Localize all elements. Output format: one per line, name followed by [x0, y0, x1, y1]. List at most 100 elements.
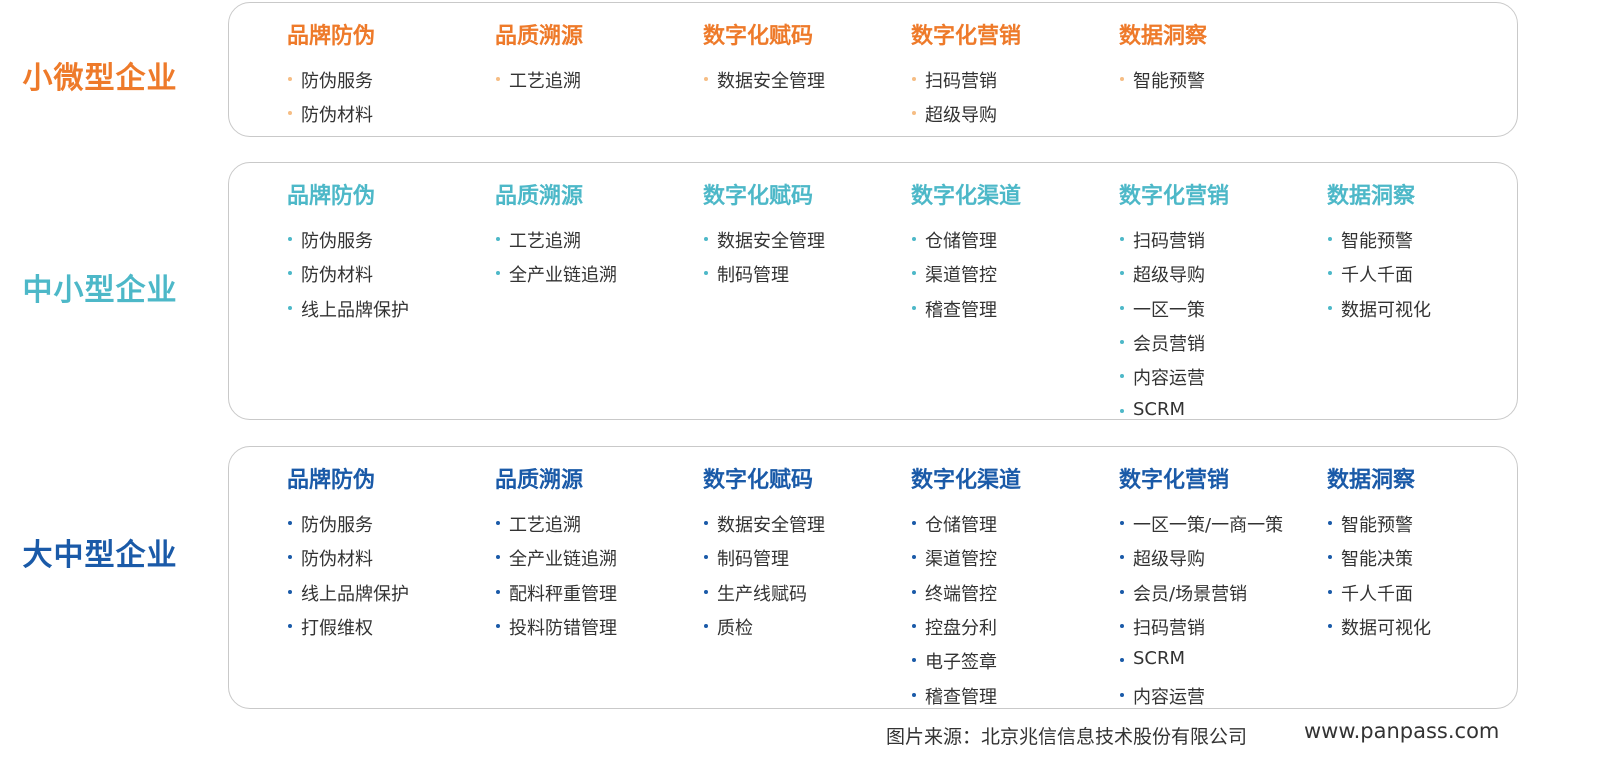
bullet: [288, 589, 292, 594]
bullet: [496, 237, 500, 241]
item: 防伪材料: [301, 265, 373, 287]
source: 图片来源：北京兆信信息技术股份有限公司: [886, 726, 1248, 748]
bullet: [288, 111, 292, 116]
bullet: [1120, 408, 1124, 413]
bullet: [1328, 305, 1332, 310]
bullet: [1328, 623, 1332, 628]
item: 数据可视化: [1341, 299, 1431, 321]
bullet: [912, 77, 916, 81]
item: 生产线赋码: [717, 583, 807, 605]
bullet: [1328, 521, 1332, 525]
bullet: [496, 623, 500, 628]
column-title: 数字化渠道: [911, 468, 1022, 493]
bullet: [704, 623, 708, 628]
item: 控盘分利: [925, 617, 997, 639]
item: 智能预警: [1133, 71, 1205, 92]
bullet: [1120, 237, 1124, 241]
bullet: [1328, 555, 1332, 560]
bullet: [912, 271, 916, 276]
bullet: [912, 589, 916, 594]
bullet: [1120, 658, 1124, 663]
item: 一区一策/一商一策: [1133, 515, 1284, 536]
bullet: [912, 623, 916, 628]
bullet: [1120, 339, 1124, 344]
bullet: [496, 555, 500, 560]
bullet: [288, 305, 292, 310]
column-title: 数字化赋码: [703, 24, 814, 49]
bullet: [1120, 271, 1124, 276]
bullet: [496, 271, 500, 276]
bullet: [704, 555, 708, 560]
item: 会员营销: [1133, 333, 1205, 355]
bullet: [288, 237, 292, 241]
item: SCRM: [1133, 648, 1186, 670]
tier-box: [228, 2, 1518, 137]
item: 线上品牌保护: [301, 299, 409, 321]
bullet: [912, 692, 916, 697]
item: 超级导购: [1133, 549, 1205, 571]
item: 防伪服务: [301, 515, 373, 536]
tier-label: 大中型企业: [22, 538, 178, 573]
item: 防伪材料: [301, 105, 373, 127]
item: 防伪服务: [301, 231, 373, 252]
column-title: 品质溯源: [495, 24, 584, 49]
column-title: 数字化营销: [1119, 468, 1230, 493]
item: SCRM: [1133, 398, 1186, 420]
column-title: 数据洞察: [1327, 468, 1416, 493]
bullet: [912, 305, 916, 310]
url: www.panpass.com: [1304, 719, 1500, 743]
item: 智能预警: [1341, 515, 1413, 536]
item: 防伪服务: [301, 71, 373, 92]
column-title: 数字化赋码: [703, 184, 814, 209]
item: 工艺追溯: [509, 515, 581, 536]
bullet: [496, 521, 500, 525]
item: 防伪材料: [301, 549, 373, 571]
bullet: [1120, 589, 1124, 594]
tier-label: 中小型企业: [22, 273, 178, 308]
bullet: [704, 589, 708, 594]
item: 扫码营销: [1133, 617, 1205, 639]
item: 制码管理: [717, 549, 789, 571]
bullet: [1328, 237, 1332, 241]
column-title: 数字化营销: [911, 24, 1022, 49]
column-title: 品质溯源: [495, 468, 584, 493]
item: 智能决策: [1341, 549, 1413, 571]
column-title: 品牌防伪: [287, 184, 376, 209]
item: 一区一策: [1133, 299, 1205, 321]
item: 工艺追溯: [509, 231, 581, 252]
item: 打假维权: [301, 617, 373, 639]
column-title: 品牌防伪: [287, 468, 376, 493]
item: 数据安全管理: [717, 71, 825, 92]
item: 数据安全管理: [717, 231, 825, 252]
item: 线上品牌保护: [301, 583, 409, 605]
item: 超级导购: [925, 105, 997, 127]
bullet: [704, 271, 708, 276]
bullet: [288, 271, 292, 276]
column-title: 数据洞察: [1327, 184, 1416, 209]
item: 会员/场景营销: [1133, 583, 1248, 605]
column-title: 数据洞察: [1119, 24, 1208, 49]
item: 稽查管理: [925, 686, 997, 708]
bullet: [1120, 555, 1124, 560]
bullet: [912, 555, 916, 560]
bullet: [1120, 305, 1124, 310]
item: 全产业链追溯: [509, 265, 617, 287]
item: 扫码营销: [1133, 231, 1205, 252]
item: 全产业链追溯: [509, 549, 617, 571]
tier-label: 小微型企业: [22, 61, 178, 96]
bullet: [1120, 77, 1124, 81]
bullet: [704, 521, 708, 525]
item: 投料防错管理: [509, 617, 617, 639]
item: 内容运营: [1133, 368, 1205, 390]
column-title: 数字化渠道: [911, 184, 1022, 209]
bullet: [496, 77, 500, 81]
bullet: [1328, 271, 1332, 276]
item: 数据安全管理: [717, 515, 825, 536]
item: 终端管控: [925, 583, 997, 605]
item: 超级导购: [1133, 265, 1205, 287]
bullet: [288, 521, 292, 525]
item: 质检: [717, 617, 753, 639]
column-title: 品质溯源: [495, 184, 584, 209]
item: 制码管理: [717, 265, 789, 287]
